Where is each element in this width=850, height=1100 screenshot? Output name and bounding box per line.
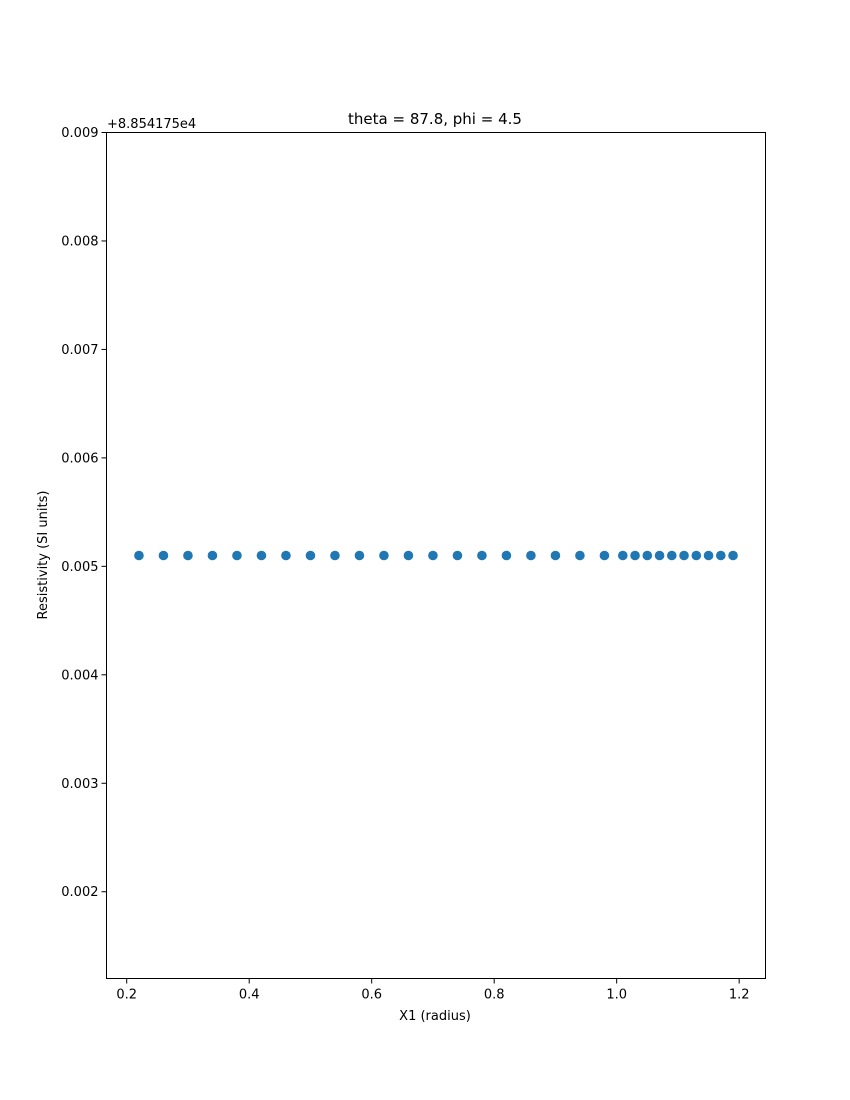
data-point [256, 550, 267, 561]
data-point [715, 550, 726, 561]
x-tick-label: 0.4 [239, 988, 260, 1003]
x-axis-ticks: 0.2 0.4 0.6 0.8 1.0 1.2 [116, 978, 750, 1003]
data-points [134, 550, 738, 561]
data-point [642, 550, 653, 561]
x-tick-label: 1.2 [729, 988, 750, 1003]
data-point [630, 550, 640, 561]
x-tick-label: 0.2 [116, 988, 137, 1003]
chart-title: theta = 87.8, phi = 4.5 [348, 110, 522, 128]
data-point [666, 550, 677, 561]
data-point [654, 550, 665, 561]
y-tick-label: 0.007 [61, 343, 98, 358]
data-point [232, 550, 242, 561]
x-axis-label: X1 (radius) [399, 1009, 471, 1024]
data-point [452, 550, 463, 561]
data-point [599, 550, 610, 561]
y-axis-ticks: 0.002 0.003 0.004 0.005 0.006 0.007 0.008 0.009 [61, 126, 107, 900]
data-point [330, 550, 340, 561]
data-point [281, 550, 291, 561]
data-point [379, 550, 389, 561]
y-tick-label: 0.008 [61, 234, 98, 249]
data-point [679, 550, 689, 561]
y-tick-label: 0.002 [61, 885, 98, 900]
data-point [428, 550, 438, 561]
y-tick-label: 0.009 [61, 126, 98, 141]
data-point [526, 550, 536, 561]
data-point [354, 550, 365, 561]
data-point [207, 550, 218, 561]
y-tick-label: 0.003 [61, 777, 98, 792]
data-point [728, 550, 738, 561]
data-point [477, 550, 487, 561]
data-point [691, 550, 702, 561]
data-point [134, 550, 144, 561]
data-point [403, 550, 414, 561]
y-offset-label: +8.854175e4 [107, 117, 196, 132]
data-point [305, 550, 316, 561]
data-point [158, 550, 169, 561]
y-tick-label: 0.005 [61, 560, 98, 575]
data-point [183, 550, 193, 561]
x-tick-label: 1.0 [606, 988, 627, 1003]
data-point [617, 550, 628, 561]
y-tick-label: 0.004 [61, 668, 98, 683]
data-point [575, 550, 585, 561]
y-axis-label: Resistivity (SI units) [36, 491, 51, 620]
data-point [703, 550, 714, 561]
data-point [550, 550, 561, 561]
data-point [501, 550, 512, 561]
plot-frame [106, 132, 766, 979]
x-tick-label: 0.6 [361, 988, 382, 1003]
y-tick-label: 0.006 [61, 451, 98, 466]
x-tick-label: 0.8 [484, 988, 505, 1003]
